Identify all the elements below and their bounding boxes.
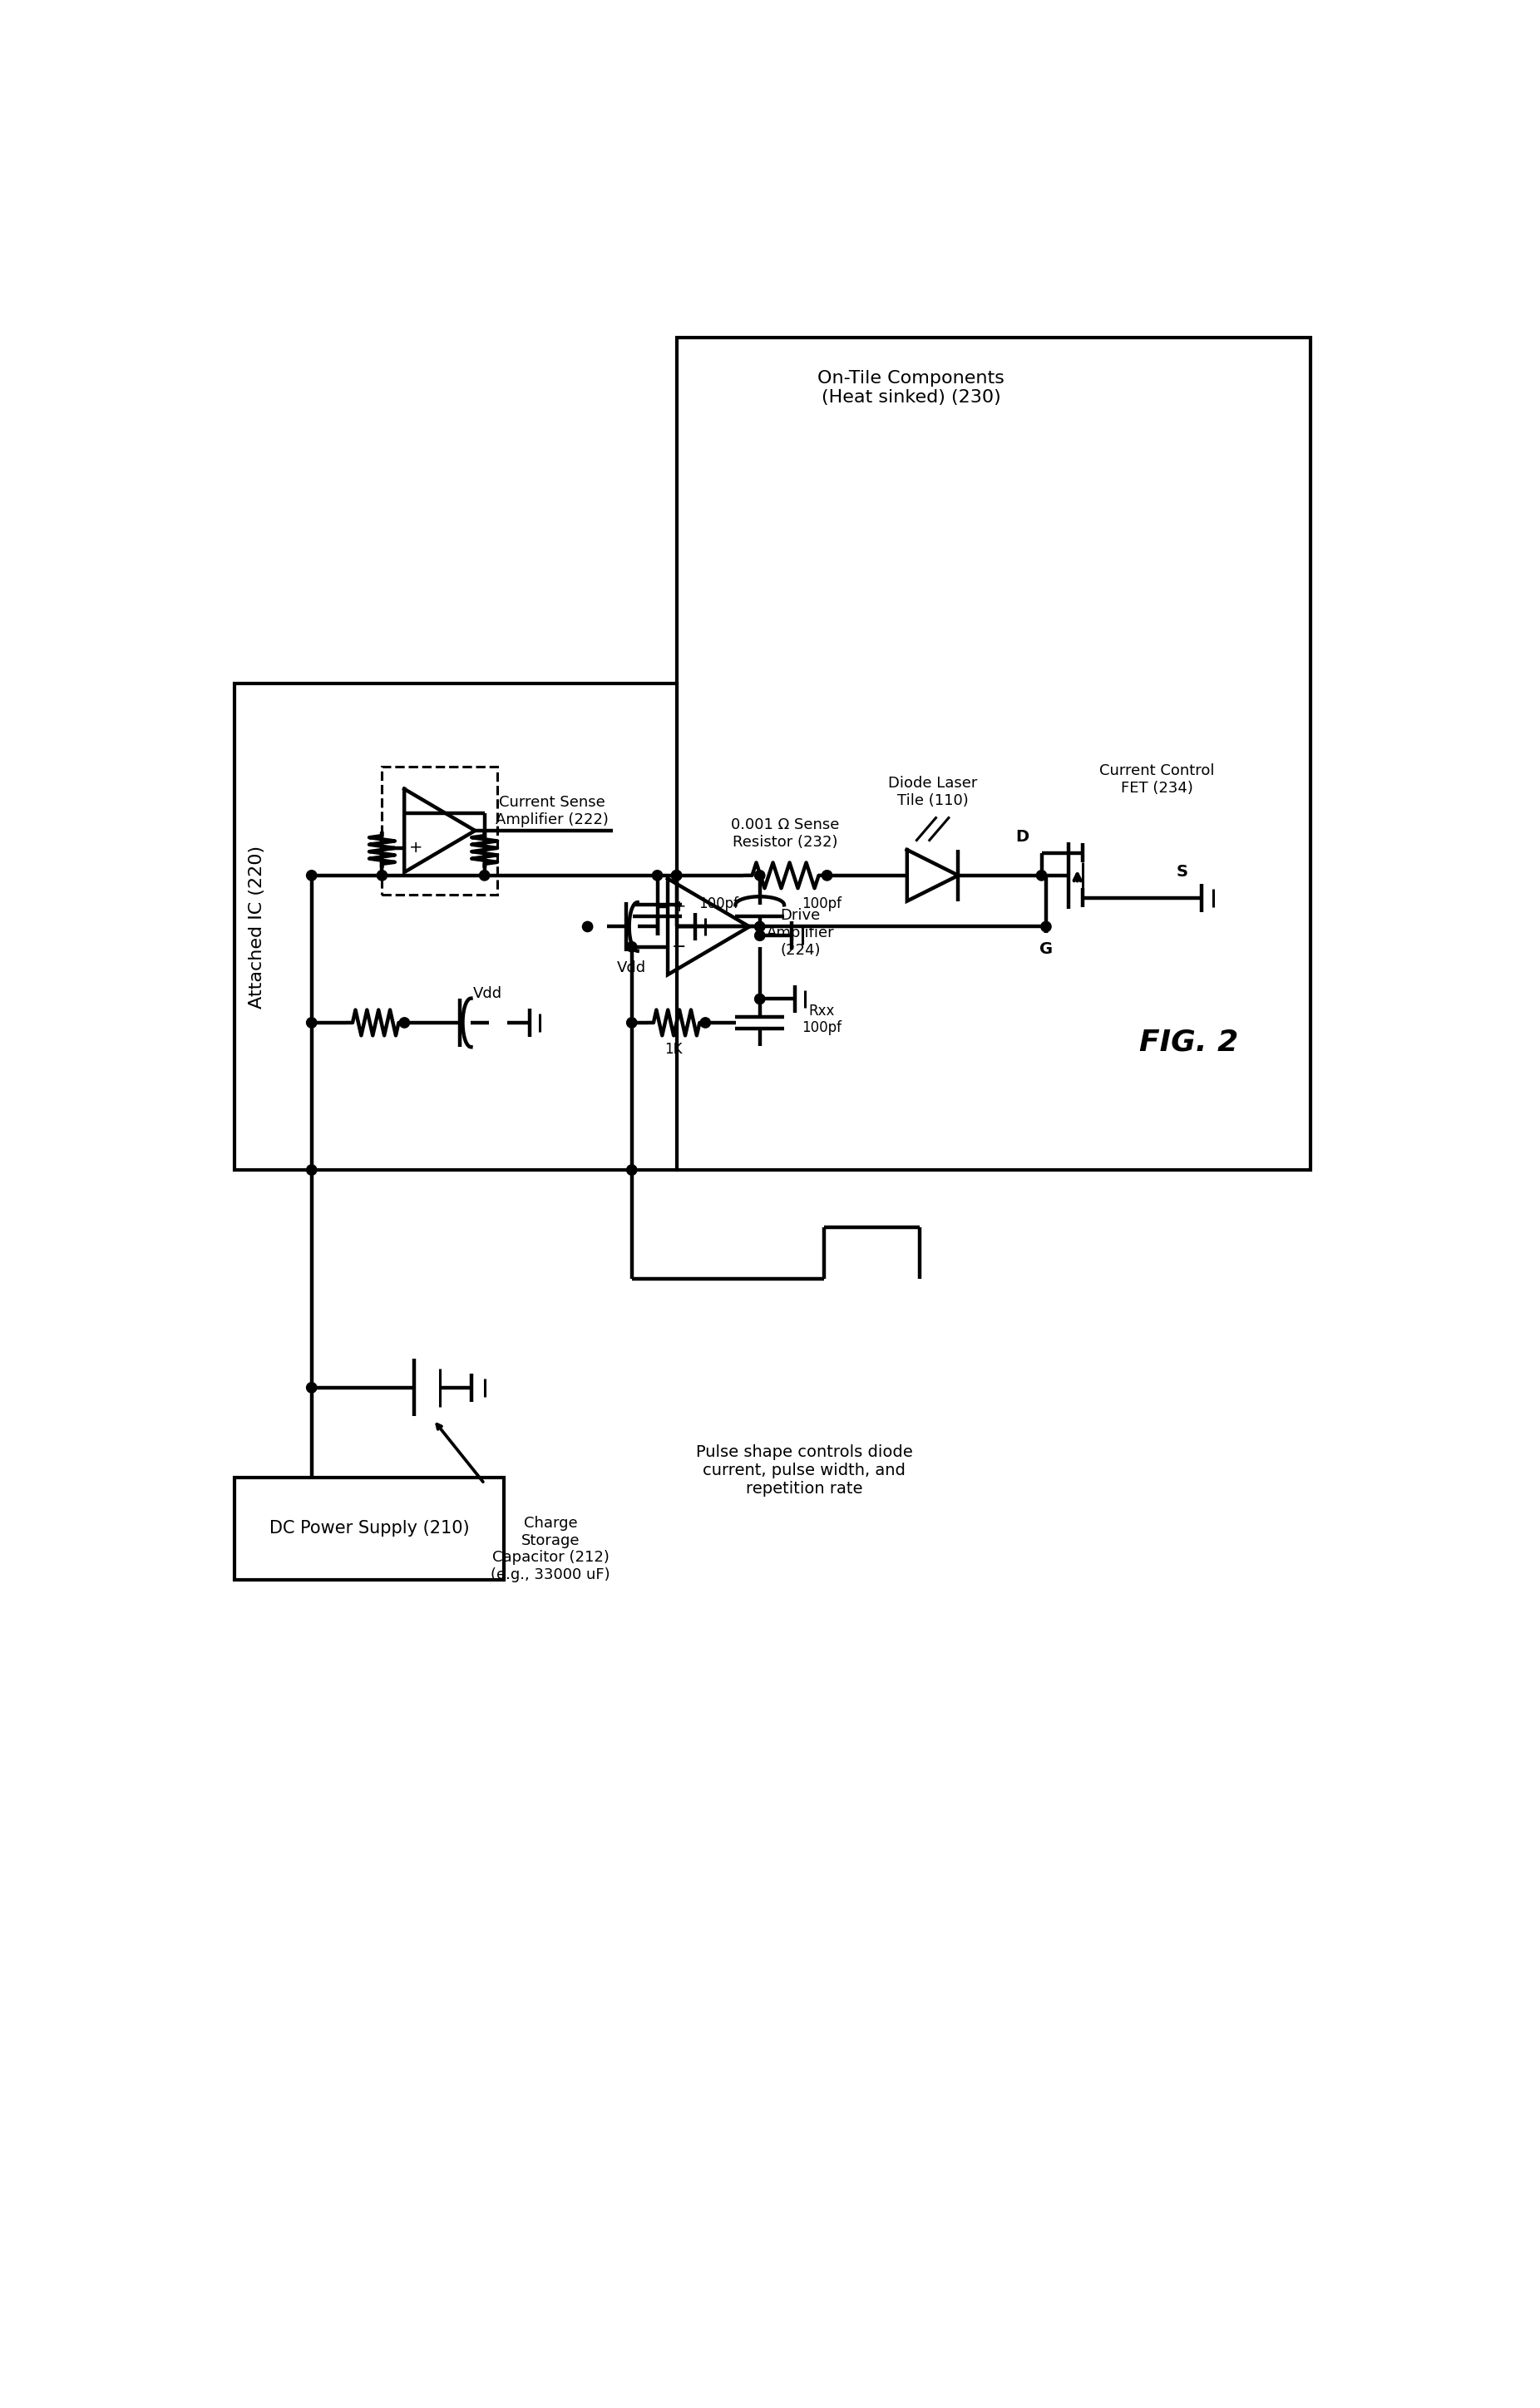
Text: 100pf: 100pf — [801, 896, 841, 913]
Circle shape — [306, 869, 317, 881]
Circle shape — [671, 869, 682, 881]
Circle shape — [755, 869, 765, 881]
Circle shape — [822, 869, 832, 881]
Circle shape — [306, 1382, 317, 1392]
Text: DC Power Supply (210): DC Power Supply (210) — [270, 1519, 470, 1536]
Text: Vdd: Vdd — [618, 961, 647, 975]
Circle shape — [306, 1165, 317, 1175]
Circle shape — [399, 1019, 410, 1028]
Circle shape — [582, 922, 593, 932]
Text: −: − — [408, 804, 424, 821]
Circle shape — [627, 1019, 638, 1028]
Text: D: D — [1015, 828, 1029, 845]
Text: Diode Laser
Tile (110): Diode Laser Tile (110) — [889, 775, 978, 809]
Text: +: + — [673, 898, 687, 915]
Text: Current Control
FET (234): Current Control FET (234) — [1100, 763, 1215, 795]
Text: +: + — [410, 840, 422, 855]
Text: Rxx
100pf: Rxx 100pf — [801, 1004, 841, 1035]
Text: Attached IC (220): Attached IC (220) — [249, 845, 265, 1009]
Text: S: S — [1177, 864, 1189, 881]
Text: Charge
Storage
Capacitor (212)
(e.g., 33000 uF): Charge Storage Capacitor (212) (e.g., 33… — [491, 1515, 610, 1582]
Text: Current Sense
Amplifier (222): Current Sense Amplifier (222) — [496, 795, 608, 828]
Text: 1K: 1K — [664, 1043, 682, 1057]
Circle shape — [627, 942, 638, 951]
Circle shape — [1041, 922, 1052, 932]
Bar — [234, 684, 676, 1170]
Text: G: G — [1040, 942, 1053, 956]
Circle shape — [627, 1165, 638, 1175]
Text: Pulse shape controls diode
current, pulse width, and
repetition rate: Pulse shape controls diode current, puls… — [696, 1445, 913, 1498]
Circle shape — [479, 869, 490, 881]
Circle shape — [671, 869, 682, 881]
Circle shape — [1036, 869, 1047, 881]
Text: 0.001 Ω Sense
Resistor (232): 0.001 Ω Sense Resistor (232) — [732, 819, 839, 850]
Text: On-Tile Components
(Heat sinked) (230): On-Tile Components (Heat sinked) (230) — [818, 371, 1004, 405]
Text: −: − — [671, 939, 687, 956]
Circle shape — [306, 1019, 317, 1028]
Text: Vdd: Vdd — [473, 987, 502, 1002]
Text: Drive
Amplifier
(224): Drive Amplifier (224) — [767, 908, 835, 958]
Text: 100pf: 100pf — [699, 896, 739, 913]
Circle shape — [755, 922, 765, 932]
Text: FIG. 2: FIG. 2 — [1140, 1028, 1238, 1057]
Circle shape — [755, 995, 765, 1004]
Bar — [676, 337, 1311, 1170]
Circle shape — [701, 1019, 710, 1028]
Circle shape — [653, 869, 662, 881]
Circle shape — [377, 869, 387, 881]
Bar — [382, 766, 497, 896]
Circle shape — [755, 929, 765, 942]
Bar — [234, 1476, 504, 1580]
